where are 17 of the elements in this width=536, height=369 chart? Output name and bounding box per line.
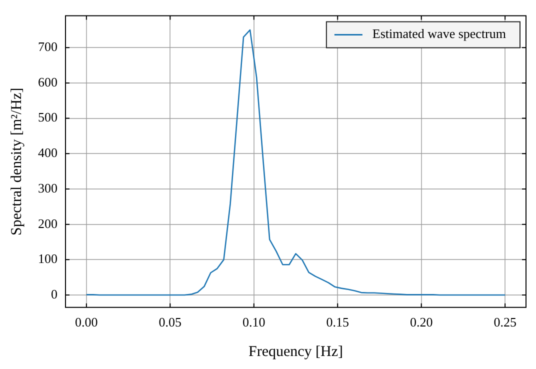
- x-tick-label: 0.05: [158, 314, 182, 330]
- y-tick-label: 0: [51, 286, 58, 302]
- x-tick-label: 0.20: [410, 314, 433, 330]
- x-tick-label: 0.15: [326, 314, 349, 330]
- x-axis-title: Frequency [Hz]: [248, 344, 344, 360]
- y-tick-label: 100: [38, 251, 58, 266]
- y-tick-label: 500: [38, 110, 58, 125]
- y-axis-title: Spectral density [m²/Hz]: [8, 88, 25, 236]
- x-tick-label: 0.10: [242, 314, 266, 330]
- y-tick-label: 200: [38, 216, 58, 231]
- y-tick-label: 700: [38, 39, 58, 54]
- x-tick-label: 0.25: [494, 314, 516, 330]
- y-tick-label: 600: [38, 74, 58, 90]
- legend-label: Estimated wave spectrum: [372, 26, 506, 42]
- y-tick-label: 300: [38, 180, 58, 196]
- x-tick-label: 0.00: [75, 314, 98, 330]
- y-tick-label: 400: [38, 145, 58, 160]
